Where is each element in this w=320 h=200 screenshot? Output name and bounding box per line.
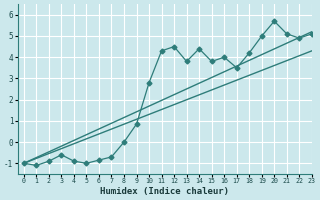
X-axis label: Humidex (Indice chaleur): Humidex (Indice chaleur): [100, 187, 229, 196]
